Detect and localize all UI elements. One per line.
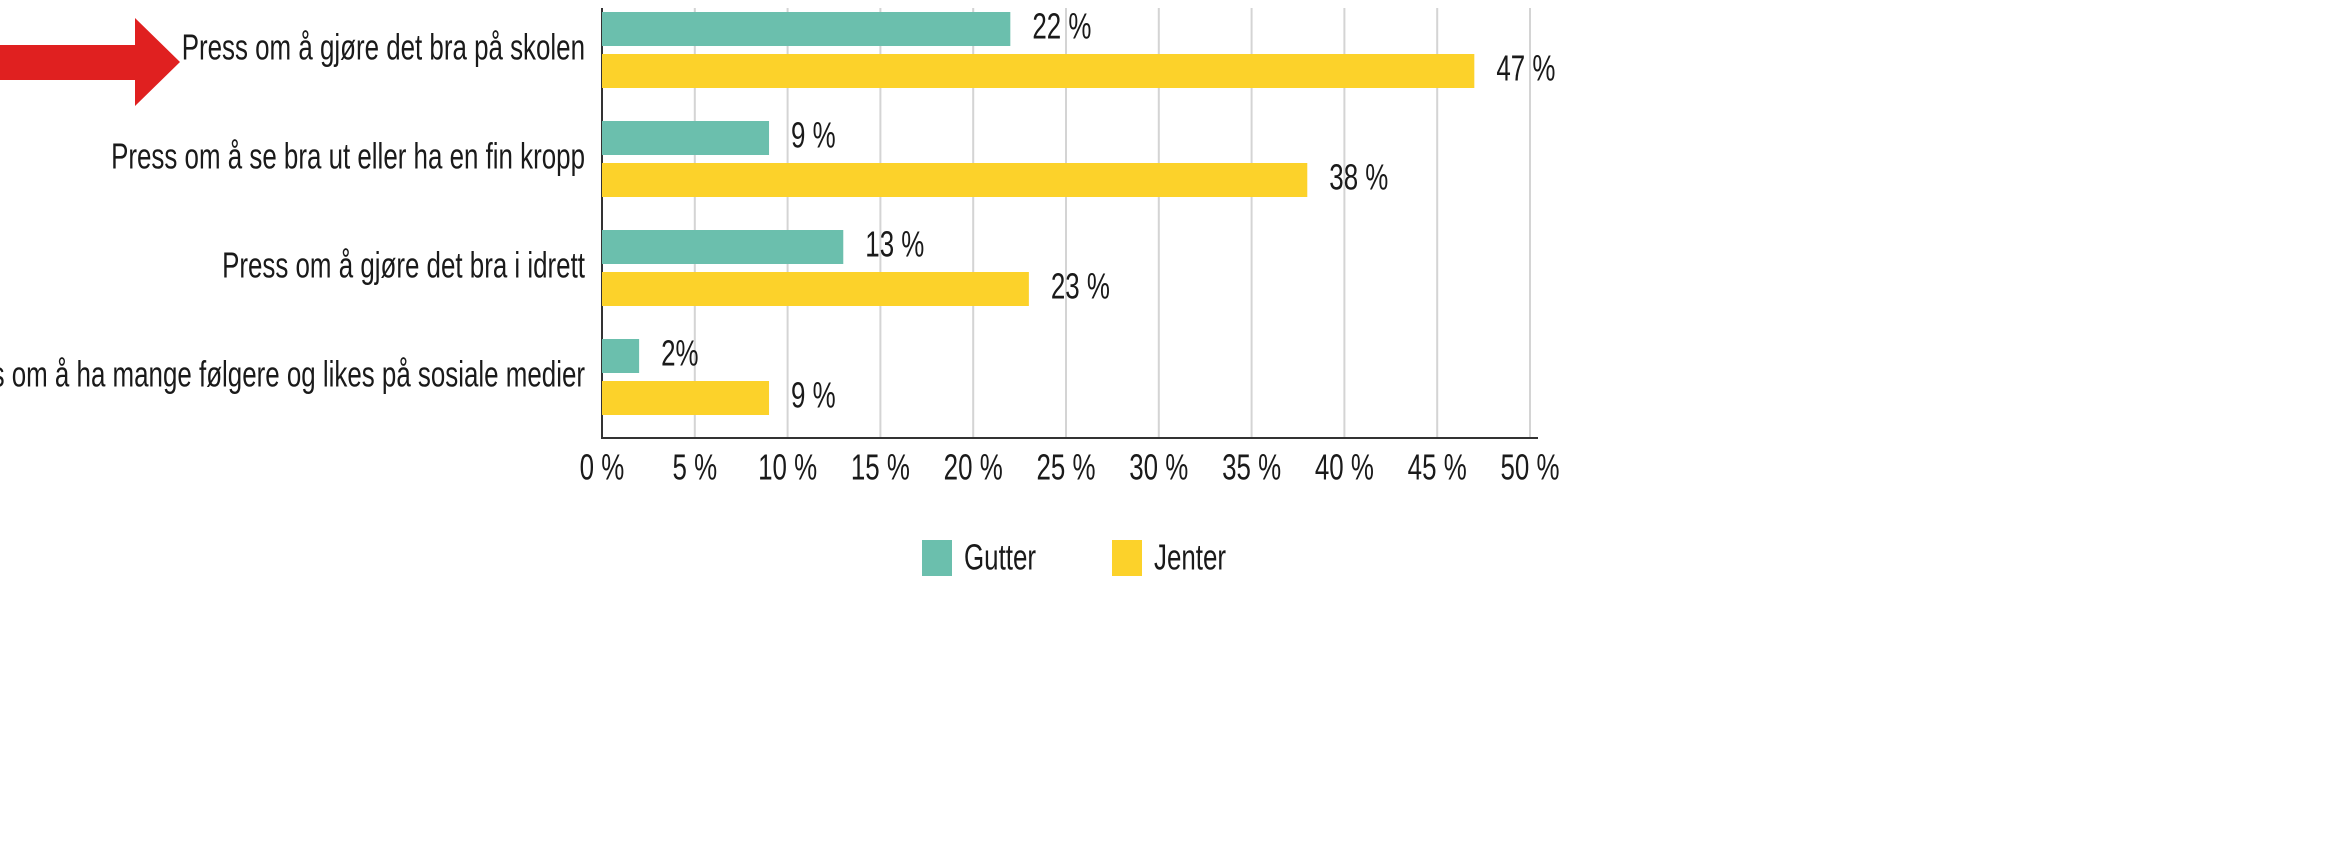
x-tick-label: 35 % [1222, 447, 1281, 487]
x-tick-label: 50 % [1500, 447, 1559, 487]
value-label: 38 % [1329, 157, 1388, 197]
value-label: 13 % [865, 224, 924, 264]
value-label: 23 % [1051, 266, 1110, 306]
bar [602, 121, 770, 155]
bar [602, 12, 1011, 46]
red-arrow [0, 18, 180, 106]
bar [602, 381, 770, 415]
value-label: 9 % [791, 375, 836, 415]
x-tick-label: 5 % [672, 447, 717, 487]
legend-label: Gutter [964, 537, 1036, 577]
x-tick-label: 25 % [1036, 447, 1095, 487]
bar [602, 163, 1308, 197]
category-label: Press om å gjøre det bra i idrett [222, 245, 585, 285]
value-label: 2% [661, 333, 698, 373]
bar [602, 54, 1475, 88]
value-label: 22 % [1032, 6, 1091, 46]
bar [602, 339, 640, 373]
value-label: 9 % [791, 115, 836, 155]
x-tick-label: 30 % [1129, 447, 1188, 487]
x-tick-label: 45 % [1408, 447, 1467, 487]
bar [602, 272, 1029, 306]
x-tick-label: 20 % [944, 447, 1003, 487]
x-tick-label: 15 % [851, 447, 910, 487]
x-tick-label: 0 % [580, 447, 625, 487]
legend-swatch [1112, 540, 1142, 576]
category-label: Press om å gjøre det bra på skolen [182, 27, 585, 67]
legend-label: Jenter [1154, 537, 1226, 577]
value-label: 47 % [1496, 48, 1555, 88]
bar [602, 230, 844, 264]
x-tick-label: 40 % [1315, 447, 1374, 487]
legend-swatch [922, 540, 952, 576]
category-label: Press om å se bra ut eller ha en fin kro… [111, 136, 585, 176]
category-label: Press om å ha mange følgere og likes på … [0, 354, 585, 394]
x-tick-label: 10 % [758, 447, 817, 487]
